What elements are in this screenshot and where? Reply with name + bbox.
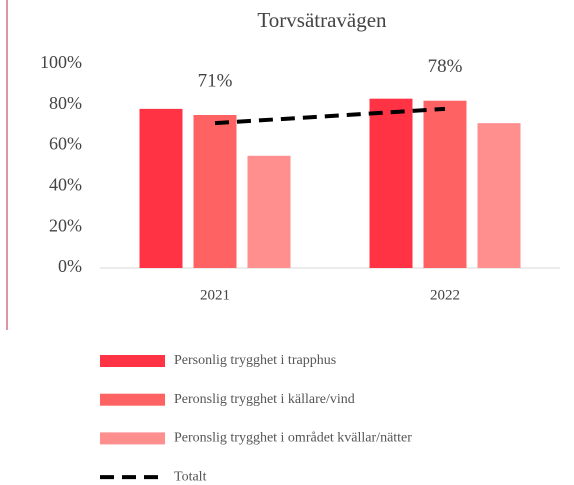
legend-label: Personlig trygghet i trapphus [174, 353, 336, 368]
legend-label: Peronslig trygghet i källare/vind [174, 392, 355, 407]
bar [247, 155, 291, 268]
y-tick-label: 100% [40, 52, 82, 72]
x-tick-label: 2022 [430, 287, 460, 303]
legend-swatch [100, 355, 165, 367]
legend-label: Peronslig trygghet i området kvällar/nät… [174, 431, 412, 446]
legend-label: Totalt [174, 469, 207, 484]
y-tick-label: 20% [49, 215, 82, 235]
y-tick-label: 60% [49, 134, 82, 154]
bar [193, 115, 237, 268]
chart-title: Torvsätravägen [257, 8, 387, 32]
bar [369, 98, 413, 269]
y-tick-label: 40% [49, 175, 82, 195]
y-tick-label: 80% [49, 93, 82, 113]
legend-swatch [100, 393, 165, 406]
y-tick-label: 0% [58, 256, 82, 276]
data-label: 71% [198, 71, 233, 92]
bar [423, 100, 467, 268]
bar [139, 108, 183, 268]
data-label: 78% [428, 56, 463, 77]
bar [477, 123, 521, 268]
legend-swatch [100, 432, 165, 445]
line [214, 106, 446, 126]
x-tick-label: 2021 [200, 287, 230, 303]
